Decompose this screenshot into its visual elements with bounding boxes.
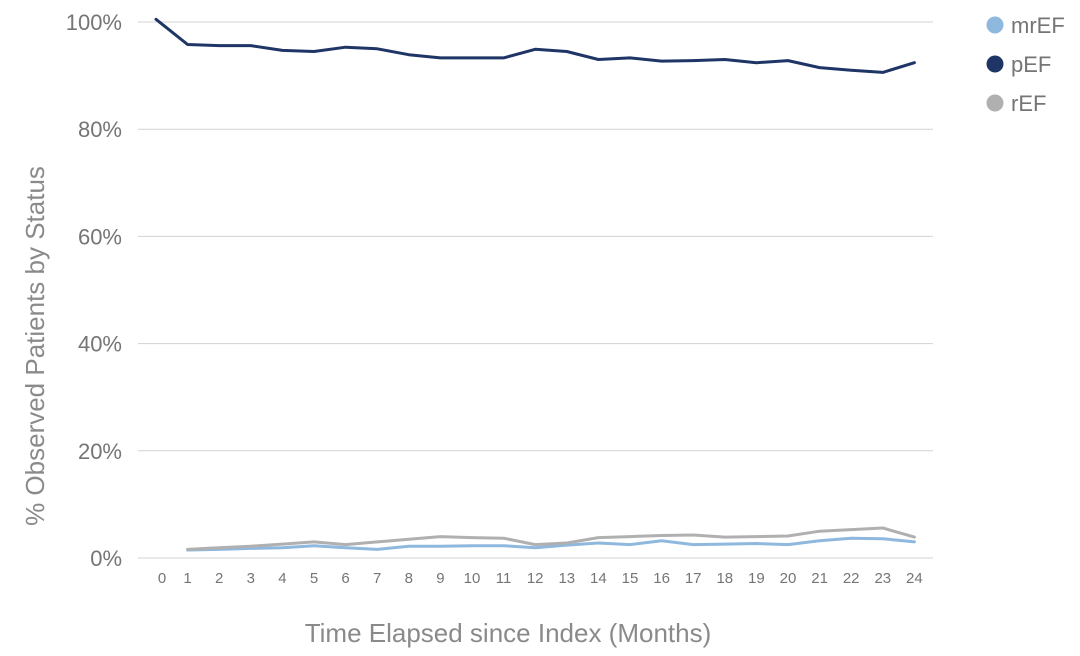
legend: mrEF pEF rEF [986,13,1065,116]
x-axis-title: Time Elapsed since Index (Months) [305,618,712,648]
y-tick-label: 80% [78,117,122,142]
x-tick-label: 24 [906,570,923,587]
x-tick-label: 1 [183,570,191,587]
series-line-pEF [154,17,916,74]
x-tick-label: 8 [405,570,413,587]
x-tick-label: 2 [215,570,223,587]
y-axis-title: % Observed Patients by Status [20,166,50,526]
x-tick-label: 6 [341,570,349,587]
x-tick-label: 5 [310,570,318,587]
x-tick-label: 4 [278,570,286,587]
x-tick-label: 3 [247,570,255,587]
legend-marker [986,94,1004,112]
x-tick-label: 11 [496,570,512,587]
x-tick-label: 23 [874,570,891,587]
y-tick-label: 20% [78,439,122,464]
legend-label: rEF [1011,91,1046,116]
legend-label: pEF [1011,52,1051,77]
y-tick-label: 40% [78,332,122,357]
x-tick-label: 0 [158,570,166,587]
y-tick-label: 60% [78,224,122,249]
y-axis-ticks: 0% 20% 40% 60% 80% 100% [66,10,122,571]
x-axis-ticks: 0 1 2 3 4 5 6 7 8 9 10 11 12 13 14 15 16 17 18 19 20 21 22 23 24 [158,570,923,587]
x-tick-label: 7 [373,570,381,587]
x-tick-label: 14 [590,570,607,587]
series-line-rEF [186,526,916,551]
series-line-mrEF [186,536,916,552]
legend-item-mrEF: mrEF [986,13,1065,38]
legend-item-rEF: rEF [986,91,1046,116]
legend-marker [986,55,1004,73]
gridlines [138,21,933,559]
x-tick-label: 19 [748,570,765,587]
x-tick-label: 9 [436,570,444,587]
series-lines [154,17,916,552]
x-tick-label: 15 [622,570,639,587]
x-tick-label: 22 [843,570,860,587]
y-tick-label: 0% [90,546,122,571]
x-tick-label: 17 [685,570,702,587]
x-tick-label: 20 [780,570,797,587]
legend-item-pEF: pEF [986,52,1051,77]
x-tick-label: 10 [464,570,481,587]
y-tick-label: 100% [66,10,122,35]
x-tick-label: 18 [716,570,733,587]
x-tick-label: 13 [558,570,575,587]
x-tick-label: 12 [527,570,544,587]
legend-label: mrEF [1011,13,1065,38]
legend-marker [986,16,1004,34]
x-tick-label: 21 [811,570,828,587]
x-tick-label: 16 [653,570,670,587]
